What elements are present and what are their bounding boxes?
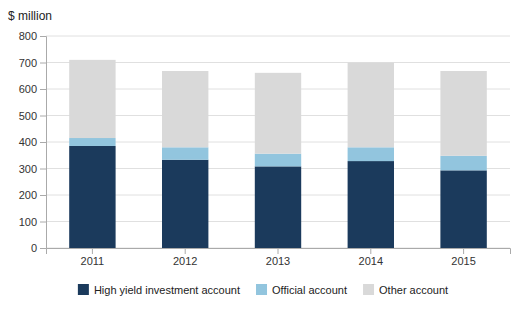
- tick: 500: [19, 110, 46, 122]
- tick: 2013: [266, 248, 290, 267]
- bar: [162, 71, 208, 147]
- bar: [348, 63, 394, 148]
- tick-label: 700: [19, 57, 37, 69]
- legend-item: Other account: [363, 284, 448, 296]
- tick: 100: [19, 216, 46, 228]
- bar: [440, 170, 486, 248]
- bar: [255, 154, 301, 167]
- tick-mark: [185, 248, 186, 254]
- bar: [69, 138, 115, 146]
- tick-mark: [40, 142, 46, 143]
- tick-mark: [278, 248, 279, 254]
- tick-mark: [40, 169, 46, 170]
- tick: 400: [19, 136, 46, 148]
- chart-svg: 0100200300400500600700800201120122013201…: [0, 0, 526, 310]
- y-axis: 0 100 200 300 400 500 600 700 800: [19, 30, 47, 254]
- tick-mark: [40, 36, 46, 37]
- tick-mark: [92, 248, 93, 254]
- tick-label: 2015: [451, 255, 475, 267]
- tick: 0: [31, 242, 46, 254]
- bar: [255, 73, 301, 154]
- tick: 800: [19, 30, 46, 42]
- tick-mark: [40, 89, 46, 90]
- legend-item: Official account: [256, 284, 347, 296]
- tick-label: 800: [19, 30, 37, 42]
- legend-swatch: [256, 284, 267, 295]
- legend-label: Official account: [272, 284, 347, 296]
- tick-label: 200: [19, 189, 37, 201]
- plot: 0100200300400500600700800201120122013201…: [19, 30, 511, 267]
- bar: [440, 71, 486, 156]
- x-axis: 2011 2012 2013 2014 2015: [47, 248, 511, 267]
- y-axis-title: $ million: [8, 9, 52, 23]
- bar: [255, 166, 301, 248]
- series: [69, 146, 487, 248]
- series: [69, 60, 487, 156]
- tick-label: 300: [19, 163, 37, 175]
- tick-mark: [40, 222, 46, 223]
- tick: 2012: [173, 248, 197, 267]
- tick-label: 500: [19, 110, 37, 122]
- legend-item: High yield investment account: [78, 284, 240, 296]
- legend-swatch: [363, 284, 374, 295]
- grid-line: [46, 36, 510, 37]
- tick-mark: [463, 248, 464, 254]
- tick-mark: [40, 248, 46, 249]
- bar: [162, 147, 208, 159]
- axis-line: [40, 37, 47, 249]
- tick-label: 2014: [359, 255, 383, 267]
- bar: [162, 160, 208, 248]
- tick: 200: [19, 189, 46, 201]
- chart-container: 0100200300400500600700800201120122013201…: [0, 0, 526, 310]
- bar: [69, 146, 115, 248]
- tick: 300: [19, 163, 46, 175]
- tick-label: 400: [19, 136, 37, 148]
- bars: [69, 60, 487, 248]
- bar: [348, 161, 394, 248]
- axis-line: [47, 249, 511, 255]
- legend-label: Other account: [379, 284, 448, 296]
- tick-mark: [40, 116, 46, 117]
- tick-mark: [40, 195, 46, 196]
- tick-mark: [40, 63, 46, 64]
- bar: [69, 60, 115, 138]
- tick: 2011: [81, 248, 105, 267]
- legend-swatch: [78, 284, 89, 295]
- tick-label: 100: [19, 216, 37, 228]
- tick: 2015: [451, 248, 475, 267]
- bar: [440, 156, 486, 171]
- tick-label: 0: [31, 242, 37, 254]
- tick: 2014: [359, 248, 383, 267]
- bar: [348, 147, 394, 161]
- legend: High yield investment account Official ac…: [78, 284, 448, 296]
- tick: 600: [19, 83, 46, 95]
- tick-label: 600: [19, 83, 37, 95]
- tick-label: 2012: [173, 255, 197, 267]
- grid: [46, 36, 510, 248]
- tick-label: 2011: [81, 255, 105, 267]
- tick-label: 2013: [266, 255, 290, 267]
- tick-mark: [370, 248, 371, 254]
- legend-label: High yield investment account: [94, 284, 240, 296]
- tick: 700: [19, 57, 46, 69]
